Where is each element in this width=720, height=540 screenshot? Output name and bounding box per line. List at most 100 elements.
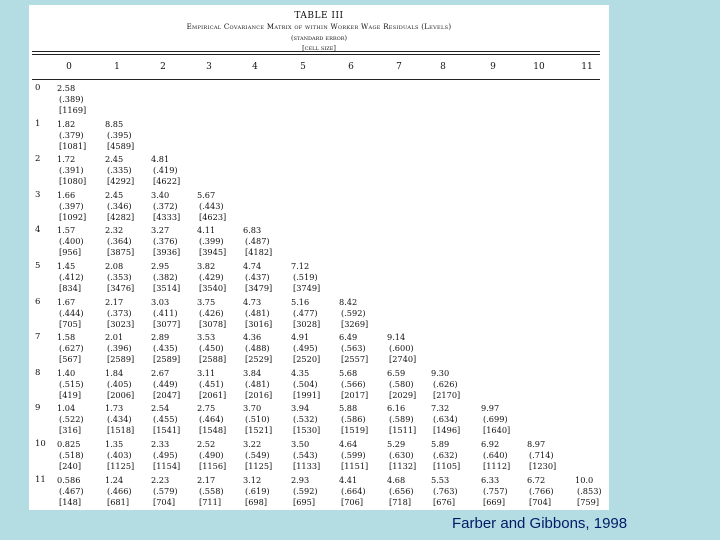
cell-value: 2.75: [197, 403, 216, 414]
cell-std-error: (.599): [341, 450, 366, 460]
cell-value: 7.12: [291, 261, 310, 271]
cell-std-error: (.455): [153, 414, 178, 425]
row-header-9: 9: [35, 403, 41, 414]
cell-std-error: (.766): [529, 485, 554, 496]
row-header-8: 8: [35, 367, 41, 378]
matrix-cell: 1.67 (.444) [705]: [57, 297, 103, 330]
cell-value: 9.97: [481, 403, 500, 414]
matrix-cell: 2.67 (.449) [2047]: [151, 368, 197, 401]
cell-value: 5.53: [431, 474, 450, 485]
matrix-cell: 9.14 (.600) [2740]: [387, 332, 433, 365]
matrix-cell: 3.50 (.543) [1133]: [291, 439, 337, 472]
cell-cell-size: [2520]: [293, 354, 321, 365]
cell-value: 2.54: [151, 403, 170, 414]
cell-std-error: (.488): [245, 343, 270, 354]
matrix-cell: 5.67 (.443) [4623]: [197, 190, 243, 223]
cell-std-error: (.382): [153, 272, 178, 282]
cell-std-error: (.464): [199, 414, 224, 425]
column-header-0: 0: [66, 62, 72, 72]
matrix-cell: 9.30 (.626) [2170]: [431, 368, 477, 401]
cell-cell-size: [1991]: [293, 389, 321, 400]
cell-value: 5.89: [431, 439, 450, 449]
matrix-cell: 2.58 (.389) [1169]: [57, 83, 103, 116]
cell-value: 6.49: [339, 332, 358, 343]
table-top-rule-double: [32, 54, 600, 55]
cell-cell-size: [711]: [199, 496, 222, 507]
cell-cell-size: [1151]: [341, 461, 369, 471]
matrix-cell: 5.89 (.632) [1105]: [431, 439, 477, 472]
cell-cell-size: [4182]: [245, 247, 273, 258]
cell-cell-size: [1080]: [59, 176, 87, 187]
cell-value: 5.88: [339, 403, 358, 414]
matrix-cell: 4.91 (.495) [2520]: [291, 332, 337, 365]
cell-std-error: (.592): [341, 307, 366, 318]
cell-cell-size: [4333]: [153, 211, 181, 222]
table-note-standard-error: (standard error): [290, 34, 348, 42]
cell-cell-size: [2061]: [199, 389, 227, 400]
cell-cell-size: [3016]: [245, 318, 273, 329]
cell-value: 8.97: [527, 439, 546, 449]
table-header-rule: [32, 79, 600, 80]
matrix-cell: 3.82 (.429) [3540]: [197, 261, 243, 294]
cell-cell-size: [669]: [483, 496, 506, 507]
matrix-cell: 1.45 (.412) [834]: [57, 261, 103, 294]
cell-std-error: (.632): [433, 450, 458, 460]
cell-cell-size: [834]: [59, 283, 82, 293]
cell-value: 1.24: [105, 474, 124, 485]
cell-value: 1.04: [57, 403, 76, 414]
matrix-cell: 3.70 (.510) [1521]: [243, 403, 289, 436]
scanned-table-page: TABLE III Empirical Covariance Matrix of…: [29, 5, 609, 510]
cell-std-error: (.532): [293, 414, 318, 425]
cell-cell-size: [3540]: [199, 283, 227, 293]
cell-std-error: (.466): [107, 485, 132, 496]
matrix-cell: 1.73 (.434) [1518]: [105, 403, 151, 436]
cell-cell-size: [2170]: [433, 389, 461, 400]
cell-cell-size: [718]: [389, 496, 412, 507]
matrix-cell: 6.33 (.757) [669]: [481, 475, 527, 508]
cell-std-error: (.518): [59, 450, 84, 460]
cell-std-error: (.558): [199, 485, 224, 496]
cell-cell-size: [567]: [59, 354, 82, 365]
matrix-cell: 3.22 (.549) [1125]: [243, 439, 289, 472]
cell-cell-size: [2016]: [245, 389, 273, 400]
cell-std-error: (.379): [59, 129, 84, 140]
cell-std-error: (.449): [153, 378, 178, 389]
scan-edge: [604, 288, 609, 510]
cell-value: 2.17: [105, 296, 124, 307]
cell-std-error: (.549): [245, 450, 270, 460]
cell-cell-size: [2029]: [389, 389, 417, 400]
row-header-1: 1: [35, 118, 41, 129]
cell-std-error: (.412): [59, 272, 84, 282]
matrix-cell: 3.03 (.411) [3077]: [151, 297, 197, 330]
matrix-cell: 2.95 (.382) [3514]: [151, 261, 197, 294]
cell-value: 5.29: [387, 439, 406, 449]
row-header-10: 10: [35, 439, 46, 449]
column-header-1: 1: [114, 62, 120, 72]
matrix-cell: 1.40 (.515) [419]: [57, 368, 103, 401]
cell-std-error: (.335): [107, 165, 132, 176]
cell-std-error: (.376): [153, 236, 178, 247]
cell-std-error: (.400): [59, 236, 84, 247]
cell-cell-size: [1230]: [529, 461, 557, 471]
matrix-cell: 1.57 (.400) [956]: [57, 225, 103, 258]
cell-value: 9.14: [387, 332, 406, 343]
cell-value: 3.50: [291, 439, 310, 449]
column-header-8: 8: [440, 62, 446, 72]
cell-cell-size: [1548]: [199, 425, 227, 436]
matrix-cell: 1.82 (.379) [1081]: [57, 119, 103, 152]
cell-std-error: (.634): [433, 414, 458, 425]
cell-cell-size: [704]: [529, 496, 552, 507]
matrix-cell: 10.0 (.853) [759]: [575, 475, 609, 508]
table-subtitle: Empirical Covariance Matrix of within Wo…: [186, 23, 452, 31]
matrix-cell: 2.75 (.464) [1548]: [197, 403, 243, 436]
matrix-cell: 4.81 (.419) [4622]: [151, 154, 197, 187]
cell-value: 1.40: [57, 367, 76, 378]
cell-std-error: (.435): [153, 343, 178, 354]
cell-cell-size: [1081]: [59, 140, 87, 151]
cell-value: 4.73: [243, 296, 262, 307]
matrix-cell: 4.11 (.399) [3945]: [197, 225, 243, 258]
matrix-cell: 2.23 (.579) [704]: [151, 475, 197, 508]
cell-std-error: (.403): [107, 450, 132, 460]
cell-value: 6.59: [387, 367, 406, 378]
cell-std-error: (.399): [199, 236, 224, 247]
